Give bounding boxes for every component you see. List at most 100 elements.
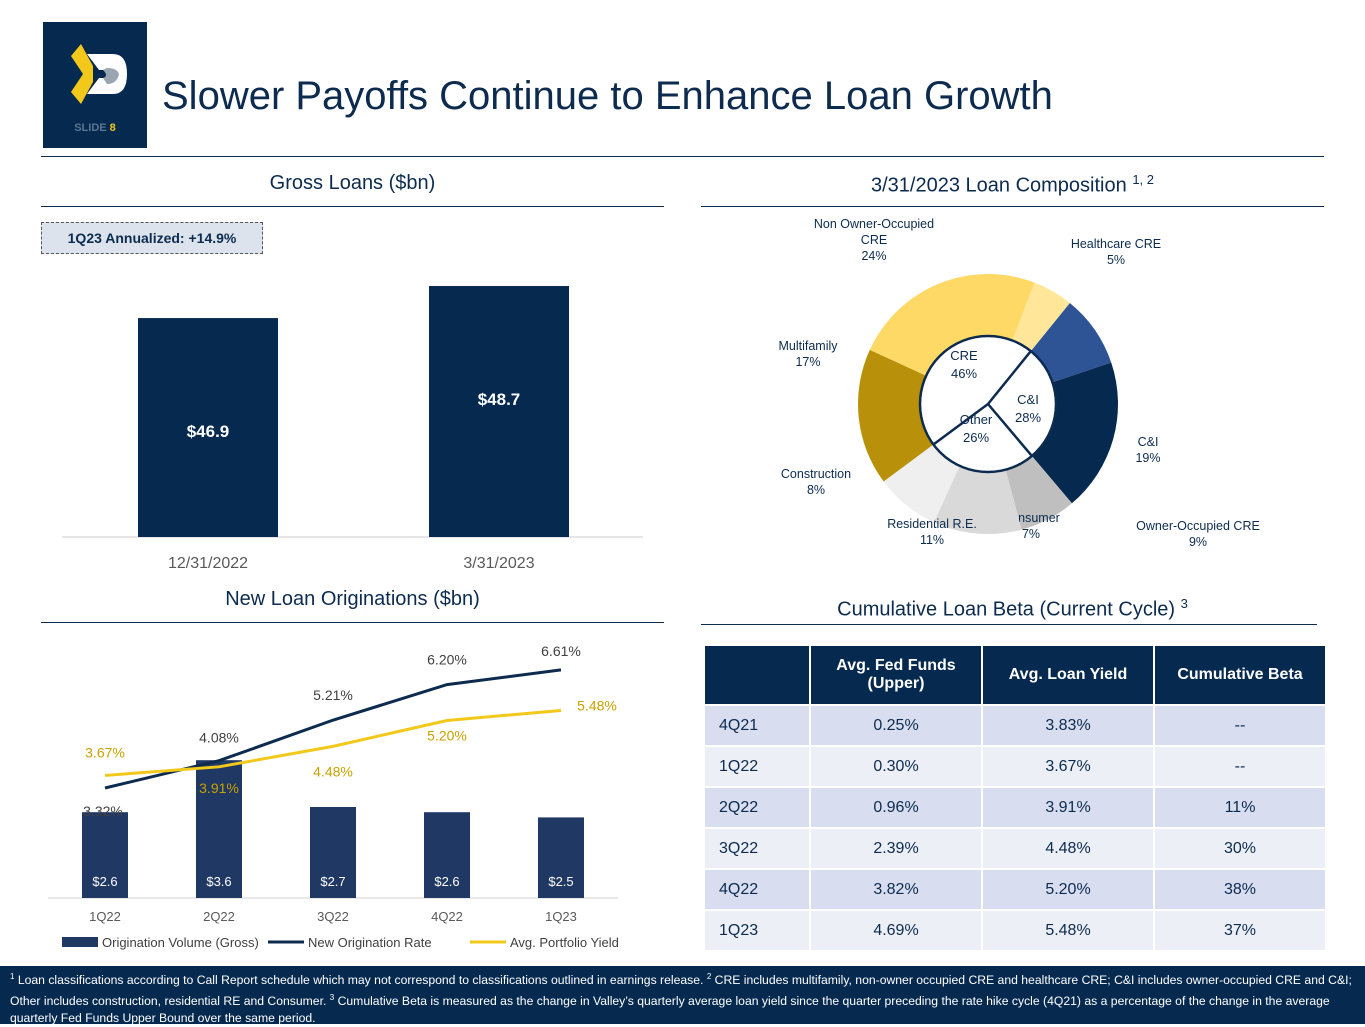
bar xyxy=(138,318,278,537)
x-tick-label: 4Q22 xyxy=(431,909,463,924)
donut-slice xyxy=(883,444,960,523)
table-cell: 38% xyxy=(1155,870,1325,909)
bar-label: $2.6 xyxy=(92,874,117,889)
bar-label: $2.6 xyxy=(434,874,459,889)
donut-slice xyxy=(1031,362,1118,504)
column-header: Avg. Loan Yield xyxy=(983,646,1153,704)
table-cell: 3.91% xyxy=(983,788,1153,827)
slice-label: Construction 8% xyxy=(781,467,851,497)
table-cell: 2Q22 xyxy=(705,788,809,827)
page-title: Slower Payoffs Continue to Enhance Loan … xyxy=(162,74,1053,118)
slice-label: Residential R.E. 11% xyxy=(887,517,977,547)
table-cell: -- xyxy=(1155,747,1325,786)
inner-label: Other 26% xyxy=(960,412,993,445)
beta-title: Cumulative Loan Beta (Current Cycle) 3 xyxy=(837,596,1188,621)
line-label: 5.20% xyxy=(427,728,467,744)
donut-slice xyxy=(1030,302,1112,383)
bar xyxy=(310,807,356,898)
bar xyxy=(424,812,470,898)
composition-title: 3/31/2023 Loan Composition 1, 2 xyxy=(871,172,1154,197)
line-label: 6.61% xyxy=(541,643,581,659)
table-row: 3Q22 2.39% 4.48% 30% xyxy=(705,829,1325,868)
annualized-callout: 1Q23 Annualized: +14.9% xyxy=(41,222,263,254)
bar xyxy=(82,812,128,898)
column-header: Cumulative Beta xyxy=(1155,646,1325,704)
table-cell: 3.67% xyxy=(983,747,1153,786)
originations-title: New Loan Originations ($bn) xyxy=(225,588,480,610)
table-cell: 0.30% xyxy=(811,747,981,786)
bar-label: $2.7 xyxy=(320,874,345,889)
loan-composition-chart: Owner-Occupied CRE 9%C&I 19%Consumer 7%Resi… xyxy=(778,217,1260,549)
divider xyxy=(701,624,1317,625)
table-cell: 4.48% xyxy=(983,829,1153,868)
footnotes: 1 Loan classifications according to Call… xyxy=(0,966,1365,1025)
slice-label: Healthcare CRE 5% xyxy=(1071,237,1161,267)
inner-label: CRE 46% xyxy=(950,348,978,381)
table-cell: 11% xyxy=(1155,788,1325,827)
donut-slice xyxy=(1005,455,1072,530)
line-label: 3.91% xyxy=(199,780,239,796)
originations-chart: $2.6 1Q22 $3.6 2Q22 $2.7 3Q22 $2.6 4Q22 $2.5 1Q23… xyxy=(48,643,619,950)
x-tick-label: 3/31/2023 xyxy=(463,555,534,572)
x-tick-label: 3Q22 xyxy=(317,909,349,924)
x-tick-label: 2Q22 xyxy=(203,909,235,924)
bar-label: $46.9 xyxy=(187,422,230,441)
slice-label: Multifamily 17% xyxy=(778,339,838,369)
legend-label: New Origination Rate xyxy=(308,935,432,950)
line-label: 4.48% xyxy=(313,763,353,779)
divider xyxy=(41,206,664,207)
donut-slice xyxy=(933,465,1022,534)
table-row: 1Q23 4.69% 5.48% 37% xyxy=(705,911,1325,950)
donut-slice xyxy=(858,349,934,482)
legend-label: Origination Volume (Gross) xyxy=(102,935,259,950)
table-cell: 3.82% xyxy=(811,870,981,909)
divider xyxy=(41,622,664,623)
table-cell: 30% xyxy=(1155,829,1325,868)
line-label: 5.48% xyxy=(577,697,617,713)
bar-label: $3.6 xyxy=(206,874,231,889)
inner-divider xyxy=(987,350,1032,405)
x-tick-label: 1Q22 xyxy=(89,909,121,924)
x-tick-label: 12/31/2022 xyxy=(168,555,248,572)
table-cell: 4.69% xyxy=(811,911,981,950)
bar xyxy=(196,760,242,898)
beta-table: Avg. Fed Funds (Upper) Avg. Loan Yield Cum… xyxy=(703,644,1327,952)
table-cell: 2.39% xyxy=(811,829,981,868)
inner-label: C&I 28% xyxy=(1015,392,1041,425)
legend-swatch xyxy=(62,937,98,947)
divider xyxy=(701,206,1324,207)
column-header: Avg. Fed Funds (Upper) xyxy=(811,646,981,704)
line-label: 5.21% xyxy=(313,687,353,703)
table-cell: 1Q22 xyxy=(705,747,809,786)
bar xyxy=(429,286,569,537)
bar-label: $2.5 xyxy=(548,874,573,889)
slice-label: C&I 19% xyxy=(1135,435,1160,465)
line-label: 4.08% xyxy=(199,730,239,746)
bar xyxy=(538,817,584,898)
logo: SLIDE 8 xyxy=(43,22,147,148)
table-cell: 4Q22 xyxy=(705,870,809,909)
table-cell: 5.48% xyxy=(983,911,1153,950)
legend-label: Avg. Portfolio Yield xyxy=(510,935,619,950)
table-cell: 3Q22 xyxy=(705,829,809,868)
series-line xyxy=(104,708,562,777)
slice-label: Non Owner-Occupied CRE 24% xyxy=(814,217,934,263)
table-cell: 4Q21 xyxy=(705,706,809,745)
table-cell: -- xyxy=(1155,706,1325,745)
table-cell: 1Q23 xyxy=(705,911,809,950)
table-row: 2Q22 0.96% 3.91% 11% xyxy=(705,788,1325,827)
table-row: 1Q22 0.30% 3.67% -- xyxy=(705,747,1325,786)
column-header xyxy=(705,646,809,704)
x-tick-label: 1Q23 xyxy=(545,909,577,924)
slide-number: SLIDE 8 xyxy=(74,122,116,134)
bar-label: $48.7 xyxy=(478,390,521,409)
slice-label: Owner-Occupied CRE 9% xyxy=(1136,519,1260,549)
gross-loans-chart: $46.9 12/31/2022 $48.7 3/31/2023 xyxy=(62,286,643,572)
line-label: 6.20% xyxy=(427,652,467,668)
line-label: 3.67% xyxy=(85,744,125,760)
table-row: 4Q21 0.25% 3.83% -- xyxy=(705,706,1325,745)
logo-mark-icon xyxy=(71,44,127,104)
table-cell: 5.20% xyxy=(983,870,1153,909)
table-row: 4Q22 3.82% 5.20% 38% xyxy=(705,870,1325,909)
donut-slice xyxy=(1012,282,1070,352)
